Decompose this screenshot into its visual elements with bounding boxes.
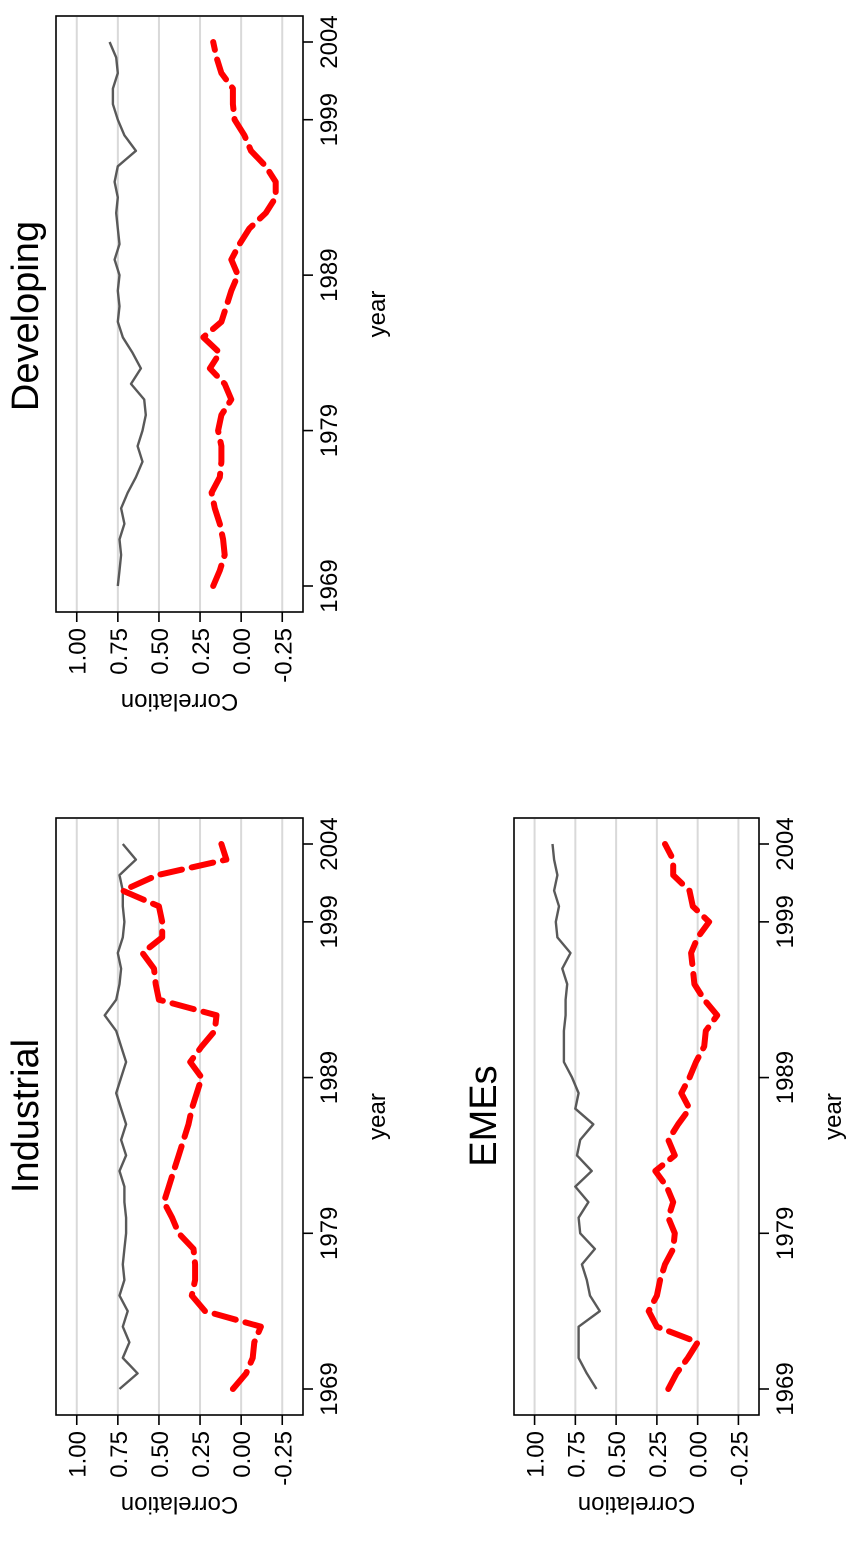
- series-line-solid: [103, 843, 139, 1390]
- x-tick-label: 1969: [772, 1362, 799, 1415]
- y-axis-title: Correlation: [578, 1491, 695, 1518]
- axes: 1.00 0.75 0.50 0.25 0.00 -0.25 1969 1979 1989 199…: [65, 817, 343, 1485]
- x-axis-title: year: [820, 1093, 847, 1140]
- plot-area: [55, 817, 304, 1416]
- y-axis-title: Correlation: [121, 688, 238, 715]
- plot-area: [513, 817, 760, 1416]
- x-axis-title: year: [364, 291, 391, 338]
- panel-title: Industrial: [5, 1039, 47, 1193]
- x-tick-label: 1979: [772, 1207, 799, 1260]
- x-tick-label: 1989: [316, 248, 343, 301]
- series-lines: [551, 841, 721, 1392]
- y-tick-label: 1.00: [523, 1431, 550, 1478]
- y-tick-label: -0.25: [270, 628, 297, 683]
- y-tick-label: 0.50: [604, 1431, 631, 1478]
- x-tick-label: 1999: [316, 93, 343, 146]
- series-line-dashed: [645, 841, 721, 1392]
- y-tick-label: 1.00: [65, 1431, 92, 1478]
- axes: 1.00 0.75 0.50 0.25 0.00 -0.25 1969 1979 1989 199…: [523, 817, 799, 1485]
- y-tick-label: 0.50: [147, 1431, 174, 1478]
- x-tick-label: 1999: [316, 895, 343, 948]
- plot-area: [55, 15, 304, 613]
- x-tick-label: 1979: [316, 404, 343, 457]
- panel-industrial: 1.00 0.75 0.50 0.25 0.00 -0.25 1969 1979 1989 199…: [5, 817, 391, 1518]
- panel-developing: 1.00 0.75 0.50 0.25 0.00 -0.25 1969 1979 1989 199…: [5, 15, 391, 715]
- x-tick-label: 1989: [316, 1051, 343, 1104]
- y-tick-label: 0.50: [147, 628, 174, 675]
- series-lines: [108, 39, 279, 589]
- series-line-dashed: [119, 841, 264, 1392]
- y-tick-label: -0.25: [270, 1431, 297, 1486]
- y-tick-label: 1.00: [65, 628, 92, 675]
- x-tick-label: 2004: [316, 15, 343, 68]
- panel-title: Developing: [5, 221, 47, 411]
- y-tick-label: 0.25: [645, 1431, 672, 1478]
- x-tick-label: 1969: [316, 559, 343, 612]
- series-line-dashed: [200, 39, 279, 589]
- y-tick-label: 0.25: [188, 628, 215, 675]
- y-axis-title: Correlation: [121, 1491, 238, 1518]
- y-tick-label: -0.25: [726, 1431, 753, 1486]
- axes: 1.00 0.75 0.50 0.25 0.00 -0.25 1969 1979 1989 199…: [65, 15, 343, 682]
- x-tick-label: 1969: [316, 1362, 343, 1415]
- y-tick-label: 0.75: [106, 1431, 133, 1478]
- series-lines: [103, 841, 264, 1392]
- x-tick-label: 2004: [772, 817, 799, 870]
- gridlines: [533, 819, 740, 1414]
- y-tick-label: 0.00: [229, 628, 256, 675]
- x-tick-label: 2004: [316, 817, 343, 870]
- panel-title: EMEs: [463, 1065, 505, 1166]
- y-tick-label: 0.25: [188, 1431, 215, 1478]
- y-tick-label: 0.00: [686, 1431, 713, 1478]
- x-tick-label: 1989: [772, 1051, 799, 1104]
- y-tick-label: 0.75: [563, 1431, 590, 1478]
- series-line-solid: [108, 41, 148, 587]
- x-axis-title: year: [364, 1093, 391, 1140]
- x-tick-label: 1979: [316, 1207, 343, 1260]
- series-line-solid: [551, 843, 601, 1390]
- panel-emes: 1.00 0.75 0.50 0.25 0.00 -0.25 1969 1979 1989 199…: [463, 817, 847, 1518]
- x-tick-label: 1999: [772, 895, 799, 948]
- y-tick-label: 0.75: [106, 628, 133, 675]
- y-tick-label: 0.00: [229, 1431, 256, 1478]
